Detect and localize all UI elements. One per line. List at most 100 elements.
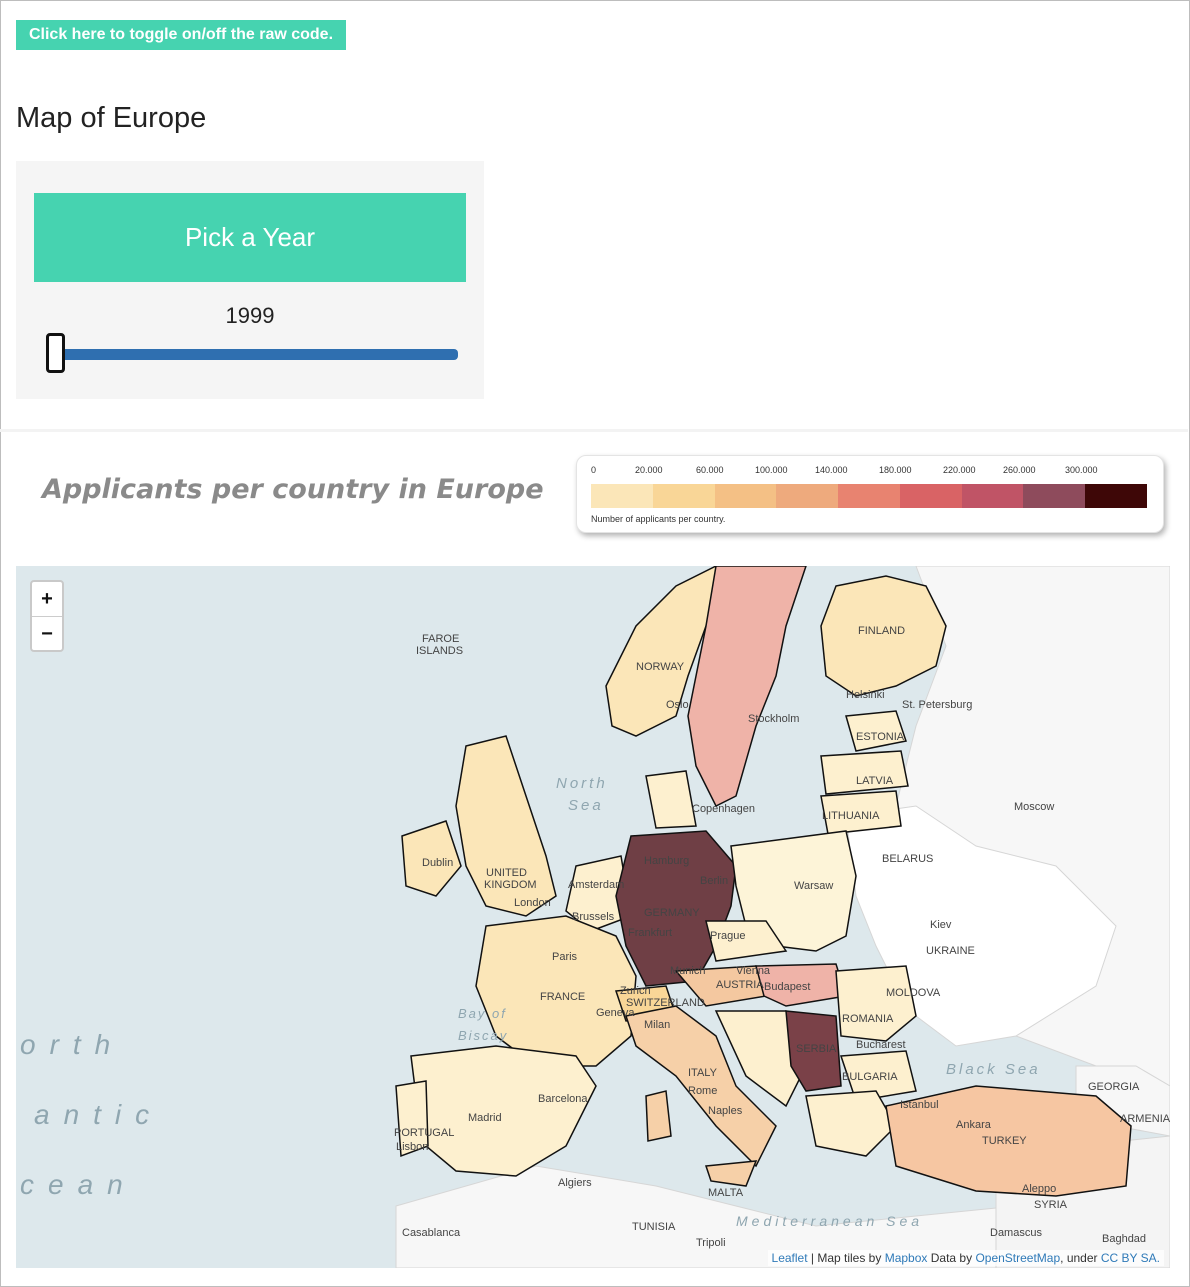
place-label: Aleppo xyxy=(1022,1183,1056,1195)
place-label: UNITED xyxy=(486,867,527,879)
place-label: MOLDOVA xyxy=(886,987,941,999)
place-label: Kiev xyxy=(930,919,952,931)
place-label: Stockholm xyxy=(748,713,799,725)
legend-color-bar xyxy=(591,484,1148,508)
legend-tick: 300.000 xyxy=(1065,465,1098,475)
place-label: Oslo xyxy=(666,699,689,711)
place-label: Brussels xyxy=(572,911,615,923)
country-italy xyxy=(625,1005,777,1168)
year-slider-track[interactable] xyxy=(56,349,458,360)
place-label: Helsinki xyxy=(846,689,885,701)
place-label: Frankfurt xyxy=(628,927,672,939)
legend-tick: 20.000 xyxy=(635,465,663,475)
legend-swatch xyxy=(591,484,653,508)
country-turkey xyxy=(885,1085,1132,1197)
place-label: ARMENIA xyxy=(1120,1113,1170,1125)
legend-tick: 180.000 xyxy=(879,465,912,475)
country-lithuania xyxy=(820,790,902,835)
place-label: TURKEY xyxy=(982,1135,1027,1147)
attribution-text: Data by xyxy=(927,1251,976,1265)
place-label: Copenhagen xyxy=(692,803,755,815)
color-legend: 0 20.000 60.000 100.000 140.000 180.000 … xyxy=(576,455,1164,533)
place-label: Bucharest xyxy=(856,1039,906,1051)
map-canvas[interactable]: North Sea Bay of Biscay Black Sea Medite… xyxy=(16,566,1170,1268)
water-label-north-sea: North xyxy=(556,775,608,792)
place-label: Geneva xyxy=(596,1007,635,1019)
zoom-out-button[interactable]: − xyxy=(41,622,53,645)
europe-map[interactable]: North Sea Bay of Biscay Black Sea Medite… xyxy=(16,566,1170,1268)
openstreetmap-link[interactable]: OpenStreetMap xyxy=(975,1251,1061,1265)
place-label: St. Petersburg xyxy=(902,699,972,711)
place-label: ROMANIA xyxy=(842,1013,894,1025)
country-bulgaria xyxy=(839,1050,917,1102)
legend-swatch xyxy=(1023,484,1086,508)
legend-caption: Number of applicants per country. xyxy=(591,514,726,524)
place-label: KINGDOM xyxy=(484,879,537,891)
place-label: Madrid xyxy=(468,1112,502,1124)
place-label: Casablanca xyxy=(402,1227,461,1239)
country-uk xyxy=(455,735,557,917)
legend-swatch xyxy=(714,484,777,508)
map-attribution: Leaflet | Map tiles by Mapbox Data by Op… xyxy=(767,1250,1164,1266)
place-label: Hamburg xyxy=(644,855,689,867)
land-ukraine-belarus xyxy=(845,805,1117,1047)
place-label: BULGARIA xyxy=(842,1071,898,1083)
country-sicily xyxy=(704,1160,758,1187)
place-label: GERMANY xyxy=(644,907,700,919)
place-label: ISLANDS xyxy=(416,645,463,657)
place-label: UKRAINE xyxy=(926,945,975,957)
license-link[interactable]: CC BY SA. xyxy=(1100,1251,1160,1265)
water-label-mediterranean: Mediterranean Sea xyxy=(736,1213,923,1229)
legend-tick: 60.000 xyxy=(696,465,724,475)
place-label: Algiers xyxy=(558,1177,592,1189)
place-label: Zurich xyxy=(620,985,651,997)
place-label: SWITZERLAND xyxy=(626,997,705,1009)
place-label: Amsterdam xyxy=(568,879,624,891)
place-label: Rome xyxy=(688,1085,717,1097)
toggle-raw-code-button[interactable]: Click here to toggle on/off the raw code… xyxy=(16,20,346,50)
water-label-black-sea: Black Sea xyxy=(946,1061,1041,1078)
place-label: SYRIA xyxy=(1034,1199,1068,1211)
place-label: Moscow xyxy=(1014,801,1054,813)
place-label: AUSTRIA xyxy=(716,979,764,991)
year-slider-handle[interactable] xyxy=(46,333,65,373)
place-label: Istanbul xyxy=(900,1099,939,1111)
country-czech xyxy=(705,920,788,962)
place-label: TUNISIA xyxy=(632,1221,676,1233)
place-label: FRANCE xyxy=(540,991,585,1003)
country-romania xyxy=(835,965,917,1042)
land-north-africa xyxy=(395,1165,1170,1268)
country-greece xyxy=(805,1090,897,1157)
country-benelux xyxy=(565,855,632,932)
legend-swatch xyxy=(961,484,1024,508)
legend-tick: 0 xyxy=(591,465,597,475)
svg-text:Biscay: Biscay xyxy=(458,1028,508,1043)
place-label: Munich xyxy=(670,965,705,977)
country-france xyxy=(475,915,637,1067)
place-label: FINLAND xyxy=(858,625,905,637)
place-label: Paris xyxy=(552,951,578,963)
legend-swatch xyxy=(776,484,839,508)
place-label: Naples xyxy=(708,1105,743,1117)
legend-tick: 220.000 xyxy=(943,465,976,475)
zoom-in-button[interactable]: + xyxy=(32,582,62,617)
attribution-text: | Map tiles by xyxy=(807,1251,885,1265)
place-label: ITALY xyxy=(688,1067,718,1079)
place-label: Lisbon xyxy=(396,1141,428,1153)
leaflet-link[interactable]: Leaflet xyxy=(771,1251,808,1265)
place-label: PORTUGAL xyxy=(394,1127,454,1139)
place-label: NORWAY xyxy=(636,661,685,673)
pick-year-button[interactable]: Pick a Year xyxy=(34,193,466,282)
country-balkans xyxy=(714,1010,807,1108)
country-finland xyxy=(820,575,947,697)
legend-tick: 140.000 xyxy=(815,465,848,475)
place-label: Prague xyxy=(710,930,745,942)
year-control-panel: Pick a Year 1999 xyxy=(16,161,484,399)
place-label: LITHUANIA xyxy=(822,810,880,822)
place-label: Tripoli xyxy=(696,1237,726,1249)
attribution-text: , under xyxy=(1060,1251,1101,1265)
mapbox-link[interactable]: Mapbox xyxy=(884,1251,928,1265)
country-serbia xyxy=(785,1010,842,1092)
legend-swatch xyxy=(652,484,715,508)
country-denmark xyxy=(645,770,697,829)
